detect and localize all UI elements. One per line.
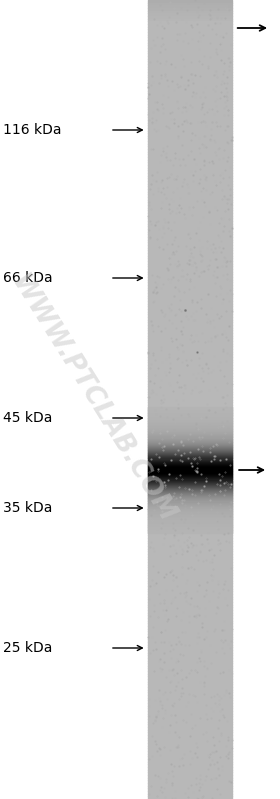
Text: WWW.PTCLAB.COM: WWW.PTCLAB.COM <box>5 271 179 528</box>
Text: 25 kDa: 25 kDa <box>3 641 52 655</box>
Text: 116 kDa: 116 kDa <box>3 123 62 137</box>
Text: 66 kDa: 66 kDa <box>3 271 53 285</box>
Text: 45 kDa: 45 kDa <box>3 411 52 425</box>
Text: 35 kDa: 35 kDa <box>3 501 52 515</box>
